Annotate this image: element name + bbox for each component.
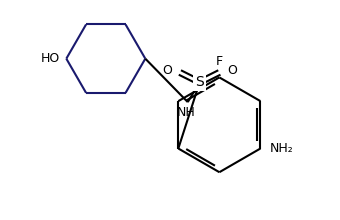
Text: S: S bbox=[195, 75, 204, 89]
Text: O: O bbox=[162, 64, 172, 77]
Text: NH: NH bbox=[176, 106, 195, 119]
Text: F: F bbox=[216, 55, 223, 68]
Text: HO: HO bbox=[41, 52, 61, 65]
Text: NH₂: NH₂ bbox=[269, 142, 293, 155]
Text: O: O bbox=[227, 64, 237, 77]
